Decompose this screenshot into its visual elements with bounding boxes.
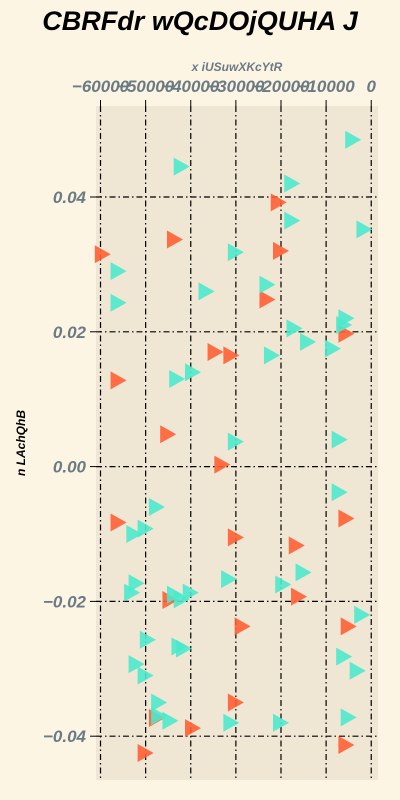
y-tick-label: −0.02 bbox=[43, 592, 87, 611]
y-tick-label: −0.04 bbox=[43, 727, 87, 746]
y-tick-label: 0.02 bbox=[53, 323, 87, 342]
x-tick-label: −10000 bbox=[298, 77, 356, 96]
y-tick-label: 0.00 bbox=[53, 458, 87, 477]
x-tick-label: 0 bbox=[366, 77, 376, 96]
y-axis-label: n LAchQhB bbox=[14, 410, 28, 476]
x-axis-label: x iUSuwXKcYtR bbox=[191, 60, 283, 74]
y-tick-label: 0.04 bbox=[53, 188, 87, 207]
